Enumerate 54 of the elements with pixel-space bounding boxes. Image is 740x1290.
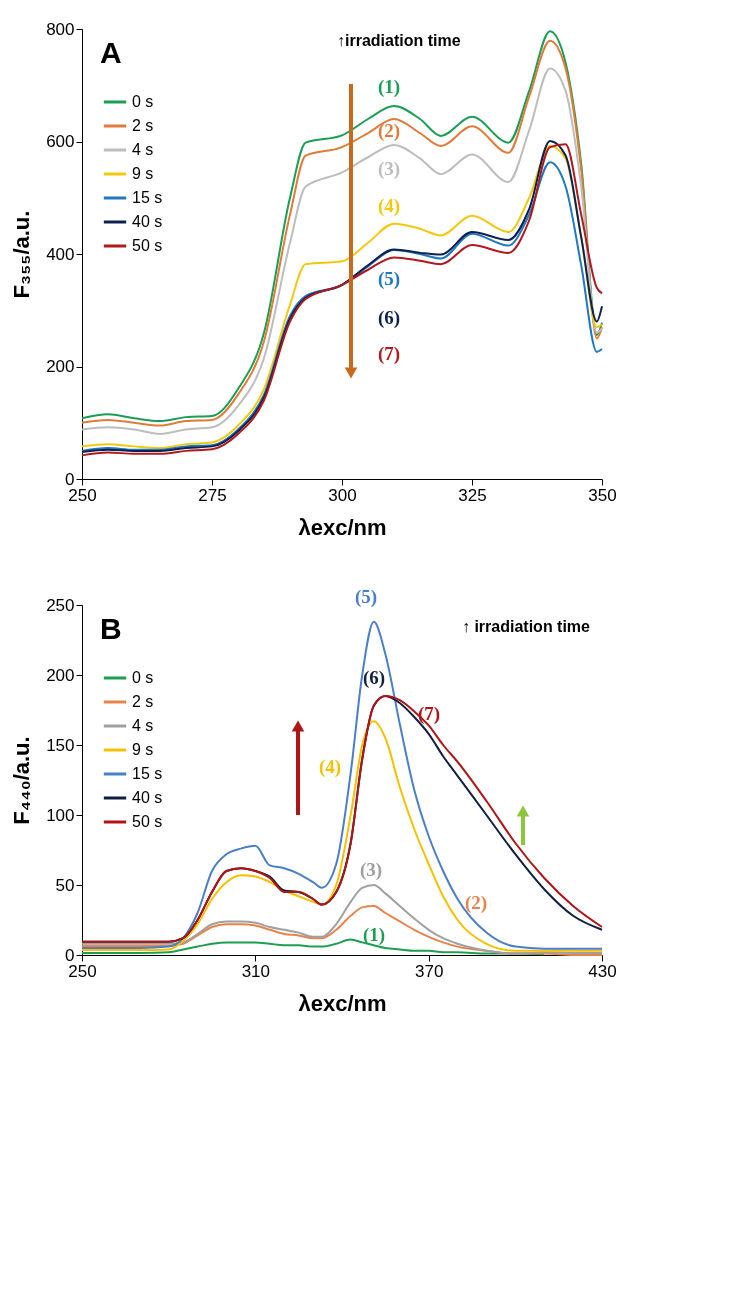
legend-label: 2 s: [132, 117, 154, 134]
x-tick-label: 430: [588, 961, 617, 981]
chart-title: B: [100, 612, 122, 645]
y-tick-label: 200: [46, 665, 75, 685]
y-axis-title: F₄₄₀/a.u.: [9, 736, 35, 825]
annotation: (2): [464, 892, 488, 914]
legend-label: 4 s: [132, 141, 154, 158]
annotation: ↑ irradiation time: [461, 618, 591, 635]
legend-label: 9 s: [132, 741, 154, 758]
legend-label: 0 s: [132, 669, 154, 686]
legend-label: 40 s: [132, 213, 163, 230]
x-axis-title: λexc/nm: [298, 514, 387, 540]
y-tick-label: 0: [65, 945, 75, 965]
x-tick-label: 275: [198, 485, 227, 505]
x-axis-title: λexc/nm: [298, 990, 387, 1016]
annotation: (5): [377, 268, 401, 290]
annotation: (2): [377, 120, 401, 142]
y-tick-label: 400: [46, 244, 75, 264]
legend-label: 15 s: [132, 765, 163, 782]
legend-label: 9 s: [132, 165, 154, 182]
y-tick-label: 150: [46, 735, 75, 755]
legend-label: 50 s: [132, 237, 163, 254]
annotation: (6): [377, 307, 401, 329]
annotation: (1): [377, 76, 401, 98]
y-tick-label: 50: [55, 875, 75, 895]
x-tick-label: 325: [458, 485, 487, 505]
annotation: (7): [377, 343, 401, 365]
x-tick-label: 370: [414, 961, 444, 981]
y-tick-label: 800: [46, 19, 75, 39]
y-tick-label: 100: [46, 805, 75, 825]
y-tick-label: 200: [46, 357, 75, 376]
annotation: (7): [417, 703, 441, 725]
x-tick-label: 310: [241, 961, 271, 981]
legend-label: 2 s: [132, 693, 154, 710]
x-tick-label: 350: [588, 485, 617, 505]
legend-label: 0 s: [132, 93, 154, 110]
annotation: (3): [359, 859, 383, 881]
annotation: (3): [377, 158, 401, 180]
annotation: (4): [377, 195, 401, 217]
y-tick-label: 600: [46, 132, 75, 151]
annotation: ↑irradiation time: [337, 32, 461, 49]
y-tick-label: 0: [65, 469, 75, 489]
annotation: (5): [354, 586, 378, 608]
y-axis-title: F₃₅₅/a.u.: [9, 210, 35, 299]
legend-label: 50 s: [132, 813, 163, 830]
legend-label: 40 s: [132, 789, 163, 806]
x-tick-label: 300: [328, 485, 357, 505]
annotation: (4): [318, 756, 342, 778]
annotation: (1): [362, 924, 386, 946]
legend-label: 4 s: [132, 717, 154, 734]
y-tick-label: 250: [46, 595, 75, 615]
legend-label: 15 s: [132, 189, 163, 206]
annotation: (6): [362, 667, 386, 689]
chart-title: A: [100, 36, 122, 69]
